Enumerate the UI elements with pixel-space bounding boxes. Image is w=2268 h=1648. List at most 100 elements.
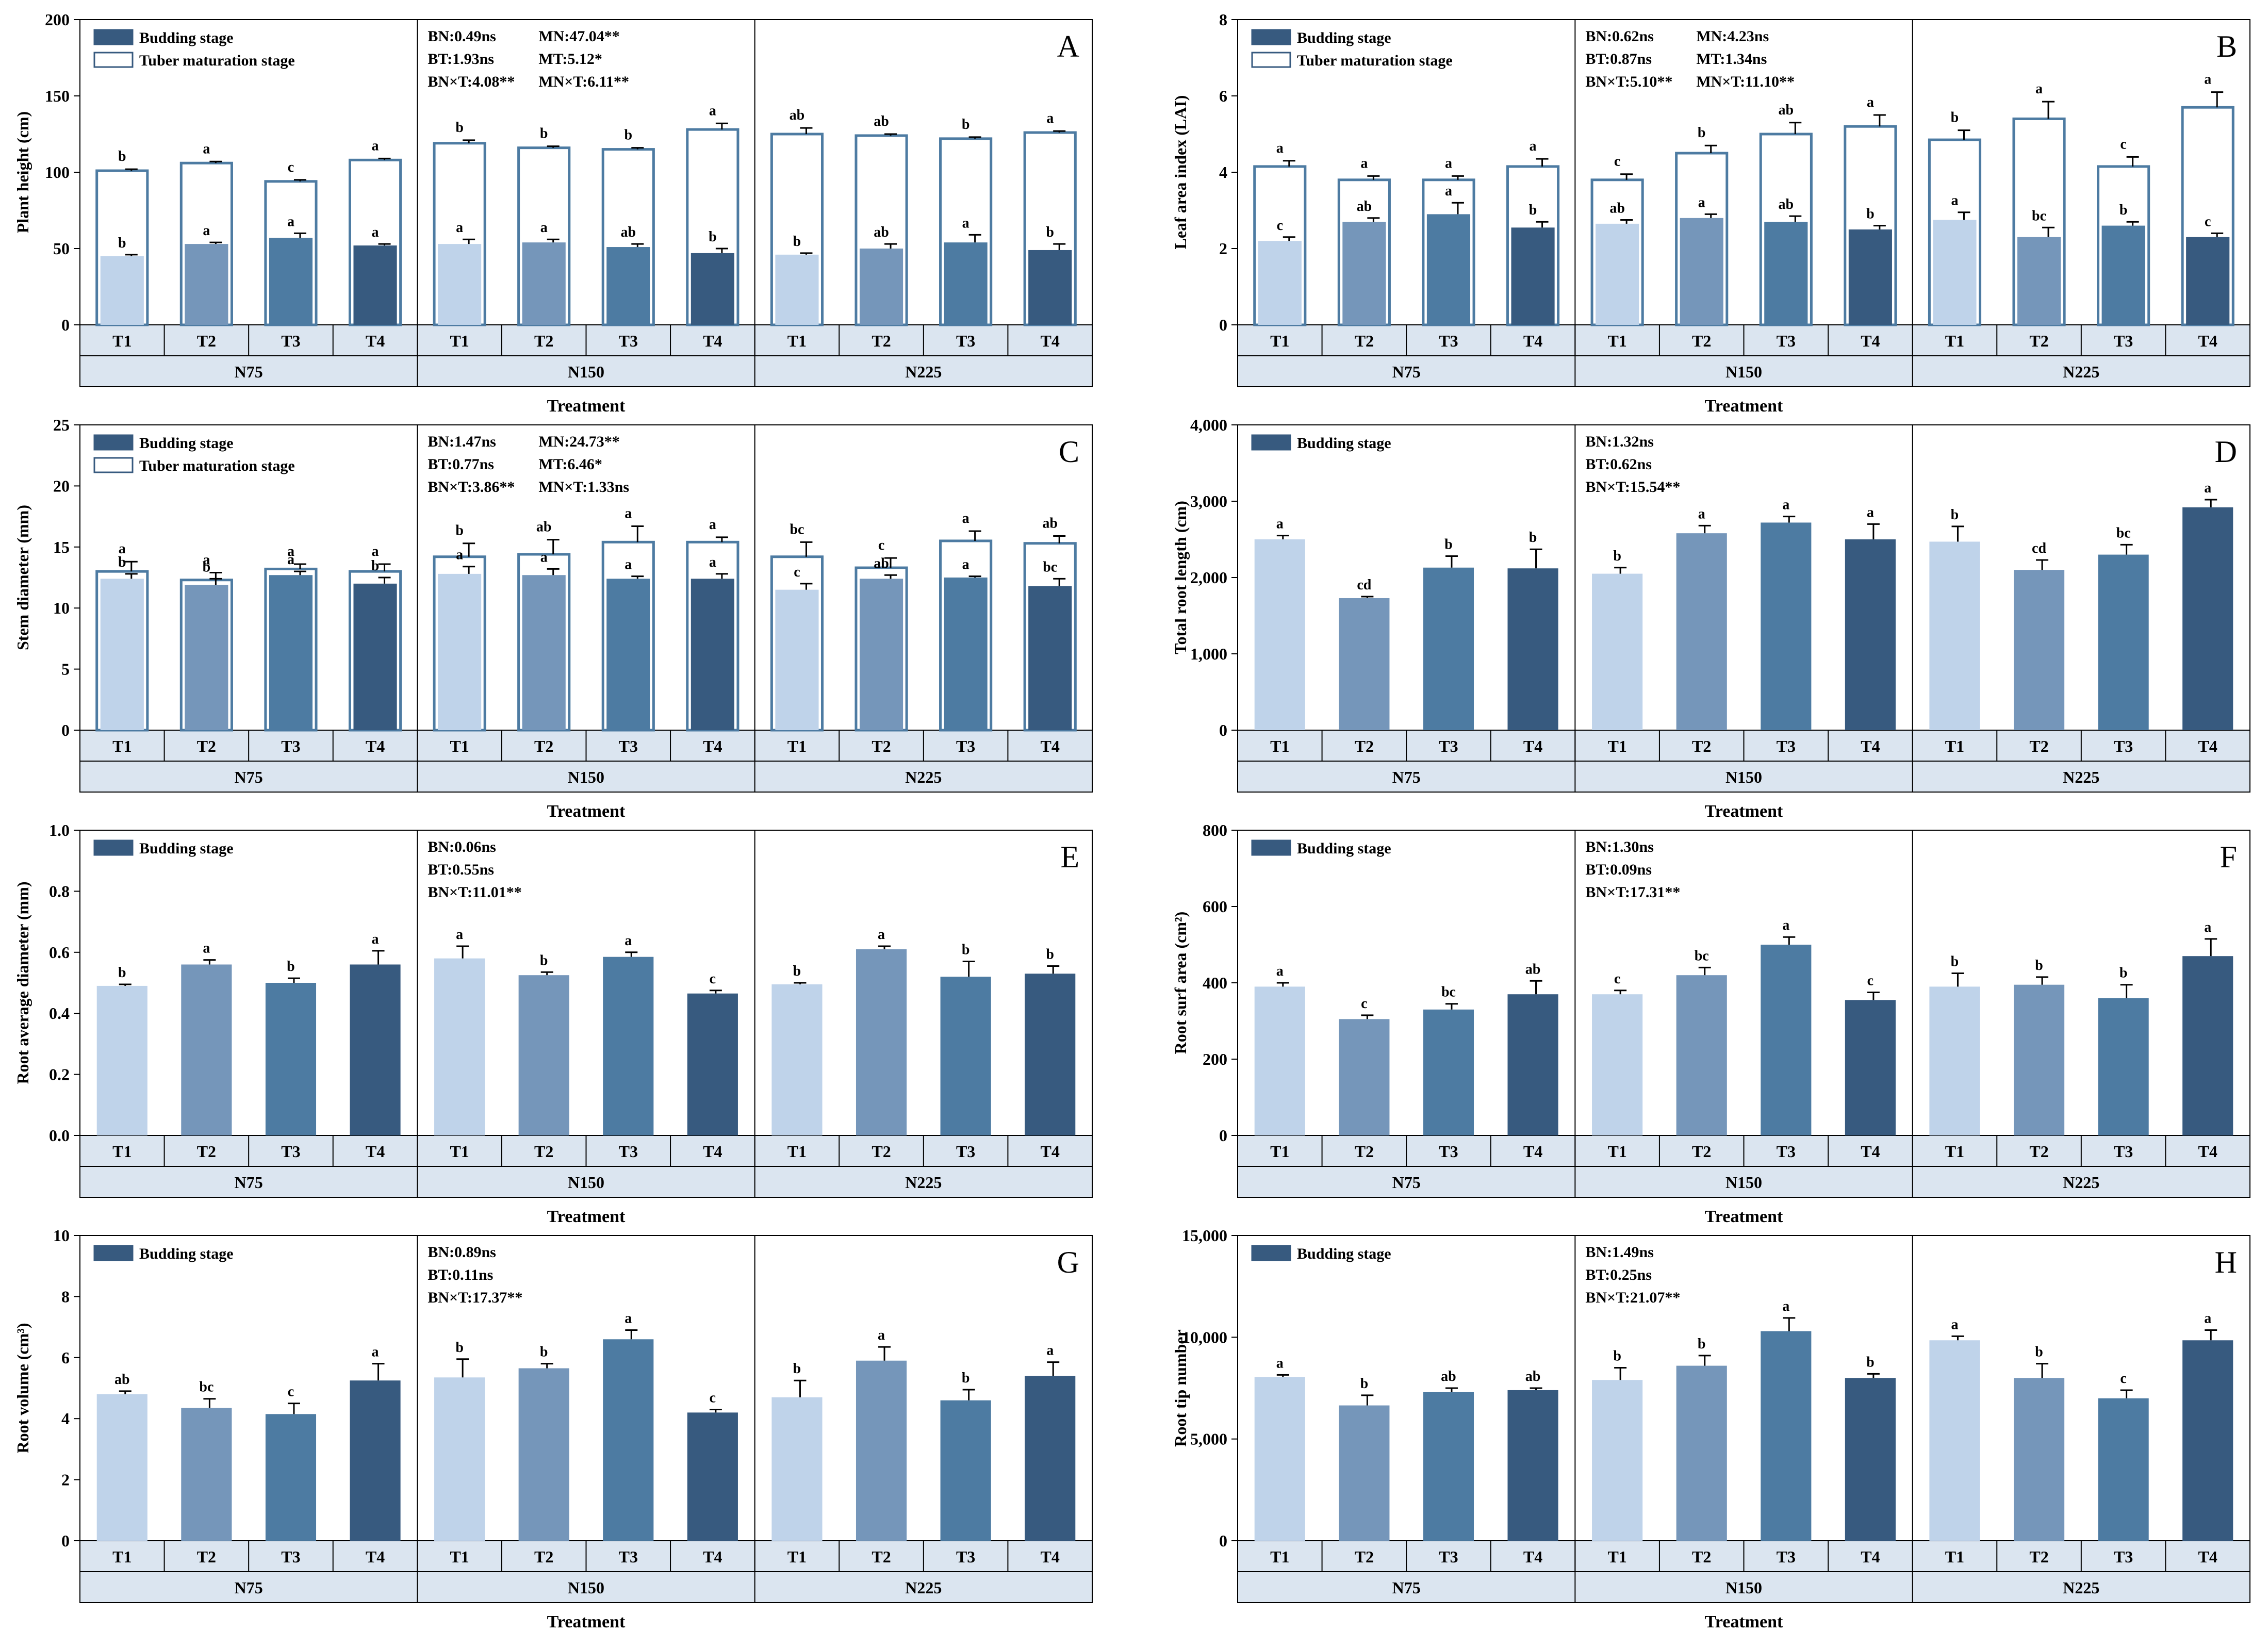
sig-letter-budding: bc bbox=[2116, 525, 2131, 541]
sig-letter-budding: b bbox=[540, 952, 548, 968]
sig-letter-maturation: a bbox=[1276, 140, 1284, 156]
category-label: T2 bbox=[1355, 332, 1374, 350]
bar-budding bbox=[1676, 975, 1727, 1135]
group-label: N150 bbox=[568, 362, 604, 381]
y-tick-label: 0.0 bbox=[49, 1126, 70, 1145]
y-tick-label: 10 bbox=[53, 599, 70, 617]
category-label: T2 bbox=[197, 332, 216, 350]
category-label: T1 bbox=[1945, 737, 1964, 755]
bar-budding bbox=[269, 575, 313, 730]
y-tick-label: 150 bbox=[45, 87, 70, 105]
bar-budding bbox=[687, 1412, 738, 1541]
y-tick-label: 0 bbox=[1219, 316, 1227, 334]
sig-letter-budding: b bbox=[1613, 1348, 1621, 1364]
category-label: T3 bbox=[956, 1547, 975, 1566]
sig-letter-budding: b bbox=[1866, 1354, 1875, 1370]
y-tick-label: 400 bbox=[1203, 974, 1227, 992]
bar-budding bbox=[1339, 1405, 1390, 1541]
sig-letter-budding: a bbox=[287, 552, 294, 568]
bar-budding bbox=[185, 244, 228, 325]
sig-letter-budding: ab bbox=[1441, 1369, 1456, 1385]
sig-letter-budding: a bbox=[540, 220, 548, 236]
category-label: T1 bbox=[450, 737, 469, 755]
bar-budding bbox=[687, 993, 738, 1135]
legend-swatch-budding bbox=[1251, 29, 1291, 45]
bar-budding bbox=[1028, 586, 1072, 730]
category-label: T1 bbox=[1270, 1142, 1289, 1161]
category-label: T4 bbox=[366, 1547, 385, 1566]
y-axis-label: Plant height (cm) bbox=[13, 111, 32, 233]
stat-text: BN:0.49ns bbox=[428, 28, 496, 45]
y-tick-label: 4,000 bbox=[1190, 416, 1227, 434]
sig-letter-budding: a bbox=[878, 927, 885, 943]
sig-letter-budding: a bbox=[1782, 917, 1789, 933]
sig-letter-budding: a bbox=[540, 549, 548, 565]
stat-text: BN×T:21.07** bbox=[1585, 1289, 1680, 1306]
legend-swatch-maturation bbox=[93, 457, 134, 473]
stat-text: BN×T:4.08** bbox=[428, 73, 515, 90]
sig-letter-budding: c bbox=[1361, 996, 1367, 1012]
sig-letter-budding: b bbox=[2119, 202, 2128, 218]
y-tick-label: 1.0 bbox=[49, 821, 70, 839]
bar-budding bbox=[438, 573, 482, 730]
bar-budding bbox=[1423, 567, 1474, 730]
sig-letter-budding: a bbox=[2204, 919, 2211, 935]
y-tick-label: 0.6 bbox=[49, 943, 70, 962]
category-label: T3 bbox=[1777, 1547, 1796, 1566]
category-label: T3 bbox=[956, 332, 975, 350]
category-label: T3 bbox=[619, 332, 638, 350]
sig-letter-maturation: b bbox=[962, 117, 970, 133]
category-label: T4 bbox=[1041, 332, 1060, 350]
legend-label: Budding stage bbox=[1297, 29, 1391, 46]
stat-text: BN×T:17.31** bbox=[1585, 884, 1680, 901]
sig-letter-budding: b bbox=[1866, 206, 1875, 222]
bar-budding bbox=[2017, 237, 2061, 325]
legend-swatch-maturation bbox=[93, 52, 134, 68]
y-tick-label: 0.2 bbox=[49, 1065, 70, 1084]
sig-letter-budding: b bbox=[962, 1370, 970, 1386]
panel-f: 0 200 400 600 800 Root surf area (cm²) F T1 T2 T3… bbox=[1171, 821, 2250, 1226]
sig-letter-maturation: a bbox=[2035, 81, 2043, 97]
category-label: T2 bbox=[872, 1547, 891, 1566]
sig-letter-budding: ab bbox=[114, 1372, 130, 1388]
category-label: T4 bbox=[703, 332, 722, 350]
y-tick-label: 25 bbox=[53, 416, 70, 434]
sig-letter-maturation: b bbox=[455, 120, 464, 136]
bar-budding bbox=[1676, 1365, 1727, 1541]
sig-letter-budding: a bbox=[1867, 504, 1874, 520]
bar-budding bbox=[1028, 250, 1072, 325]
legend-label: Budding stage bbox=[1297, 1245, 1391, 1262]
sig-letter-budding: ab bbox=[1609, 201, 1625, 217]
category-label: T2 bbox=[1692, 1142, 1711, 1161]
group-label: N75 bbox=[235, 1173, 263, 1192]
group-label: N75 bbox=[1392, 362, 1421, 381]
group-label: N75 bbox=[1392, 1578, 1421, 1597]
panel-letter: F bbox=[2220, 840, 2237, 874]
category-label: T2 bbox=[1692, 737, 1711, 755]
sig-letter-budding: a bbox=[2204, 480, 2211, 496]
category-label: T4 bbox=[703, 737, 722, 755]
bar-budding bbox=[2182, 507, 2233, 730]
stat-text: MN×T:6.11** bbox=[538, 73, 629, 90]
panel-d: 0 1,000 2,000 3,000 4,000 Total root length (… bbox=[1171, 416, 2250, 821]
sig-letter-maturation: a bbox=[709, 103, 716, 119]
sig-letter-budding: a bbox=[709, 554, 716, 570]
category-label: T2 bbox=[1692, 332, 1711, 350]
sig-letter-budding: b bbox=[1951, 507, 1959, 523]
bar-budding bbox=[1676, 533, 1727, 730]
bar-budding bbox=[1025, 1376, 1076, 1541]
bar-budding bbox=[1761, 522, 1812, 730]
stat-text: BN:0.89ns bbox=[428, 1244, 496, 1261]
sig-letter-budding: c bbox=[2120, 1371, 2126, 1387]
stat-text: MT:6.46* bbox=[538, 456, 602, 473]
sig-letter-budding: ab bbox=[621, 224, 636, 240]
sig-letter-budding: a bbox=[372, 1344, 379, 1360]
category-label: T4 bbox=[1861, 737, 1880, 755]
bar-budding bbox=[1680, 218, 1723, 325]
group-strip bbox=[79, 761, 1093, 793]
legend-swatch-maturation bbox=[1251, 52, 1291, 68]
x-axis-label: Treatment bbox=[547, 397, 626, 416]
bar-budding bbox=[775, 254, 819, 325]
sig-letter-budding: b bbox=[371, 558, 380, 574]
bar-budding bbox=[2098, 1398, 2149, 1541]
